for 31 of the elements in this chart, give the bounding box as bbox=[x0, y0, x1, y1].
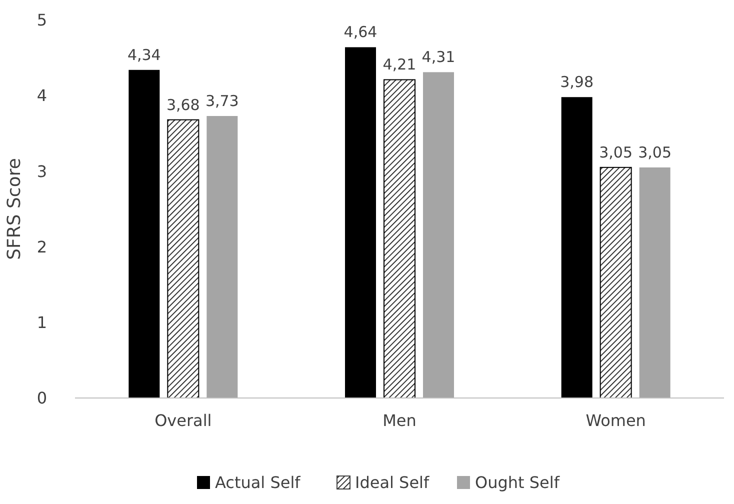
bar bbox=[384, 79, 416, 398]
data-label: 4,34 bbox=[127, 46, 161, 64]
bar bbox=[600, 166, 632, 398]
y-tick-label: 2 bbox=[36, 237, 47, 256]
data-label: 3,05 bbox=[638, 143, 672, 162]
y-axis-title: SFRS Score bbox=[4, 158, 25, 260]
y-tick-label: 4 bbox=[36, 86, 47, 106]
bar bbox=[345, 47, 376, 398]
bar bbox=[128, 70, 160, 398]
y-tick-label: 5 bbox=[36, 10, 47, 30]
data-label: 3,68 bbox=[166, 96, 200, 114]
data-label: 4,64 bbox=[344, 23, 378, 42]
bar bbox=[206, 116, 238, 398]
bar bbox=[423, 72, 454, 398]
bar bbox=[561, 97, 592, 398]
y-tick-label: 3 bbox=[36, 162, 47, 181]
data-label: 3,73 bbox=[205, 92, 239, 110]
data-label: 3,98 bbox=[560, 73, 594, 92]
data-label: 4,21 bbox=[382, 56, 416, 74]
y-tick-label: 1 bbox=[36, 313, 47, 332]
legend-label: Actual Self bbox=[215, 473, 301, 492]
legend-label: Ideal Self bbox=[355, 473, 430, 492]
x-tick-label: Women bbox=[586, 411, 646, 430]
x-tick-label: Overall bbox=[154, 411, 212, 430]
legend-label: Ought Self bbox=[475, 473, 560, 492]
data-label: 4,31 bbox=[422, 48, 456, 66]
data-label: 3,05 bbox=[599, 143, 633, 162]
y-tick-label: 0 bbox=[36, 388, 47, 408]
bar bbox=[639, 167, 670, 398]
x-tick-label: Men bbox=[382, 411, 416, 430]
bar bbox=[167, 119, 200, 398]
